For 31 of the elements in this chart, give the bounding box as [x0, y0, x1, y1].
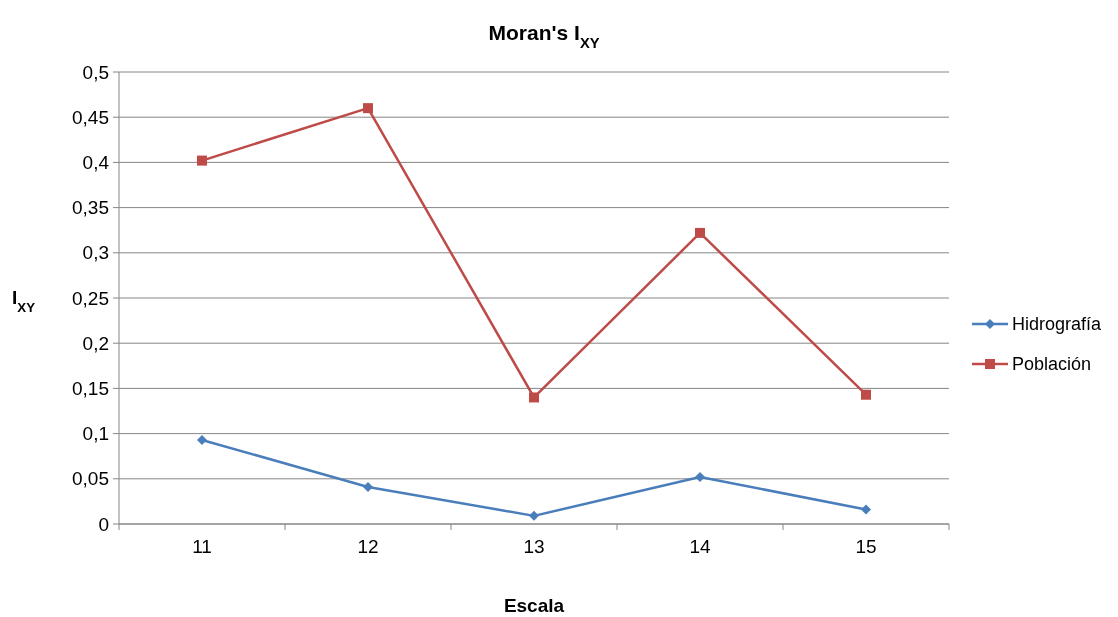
y-tick-label: 0,05	[72, 468, 109, 490]
y-tick-label: 0,5	[82, 61, 109, 83]
x-tick-label: 15	[855, 536, 877, 557]
y-tick-label: 0,2	[82, 332, 109, 354]
y-tick-label: 0	[98, 513, 109, 535]
point	[529, 510, 539, 521]
point	[363, 103, 373, 114]
point	[529, 392, 539, 403]
y-tick-label: 0,45	[72, 106, 109, 128]
x-tick-label: 12	[357, 536, 379, 557]
legend-label: Población	[1012, 354, 1092, 375]
x-tick-label: 13	[523, 536, 545, 557]
point	[197, 155, 207, 166]
y-tick-label: 0,4	[82, 152, 110, 174]
y-tick-label: 0,3	[82, 242, 109, 264]
y-tick-label: 0,1	[82, 423, 109, 445]
y-tick-label: 0,25	[72, 287, 109, 309]
x-tick-label: 14	[689, 536, 711, 557]
point	[861, 504, 871, 515]
chart-title: Moran's I$_{XY}$	[488, 21, 600, 51]
point	[861, 389, 871, 400]
x-tick-label: 11	[192, 536, 212, 557]
legend-label: Hidrografía	[1012, 314, 1103, 335]
y-tick-label: 0,15	[72, 378, 109, 400]
point	[695, 227, 705, 238]
y-axis-title: I$_{XY}$	[12, 287, 36, 315]
point	[695, 471, 705, 482]
y-tick-label: 0,35	[72, 197, 109, 219]
x-axis-title: Escala	[503, 595, 565, 616]
point	[197, 434, 207, 445]
point	[363, 481, 373, 492]
